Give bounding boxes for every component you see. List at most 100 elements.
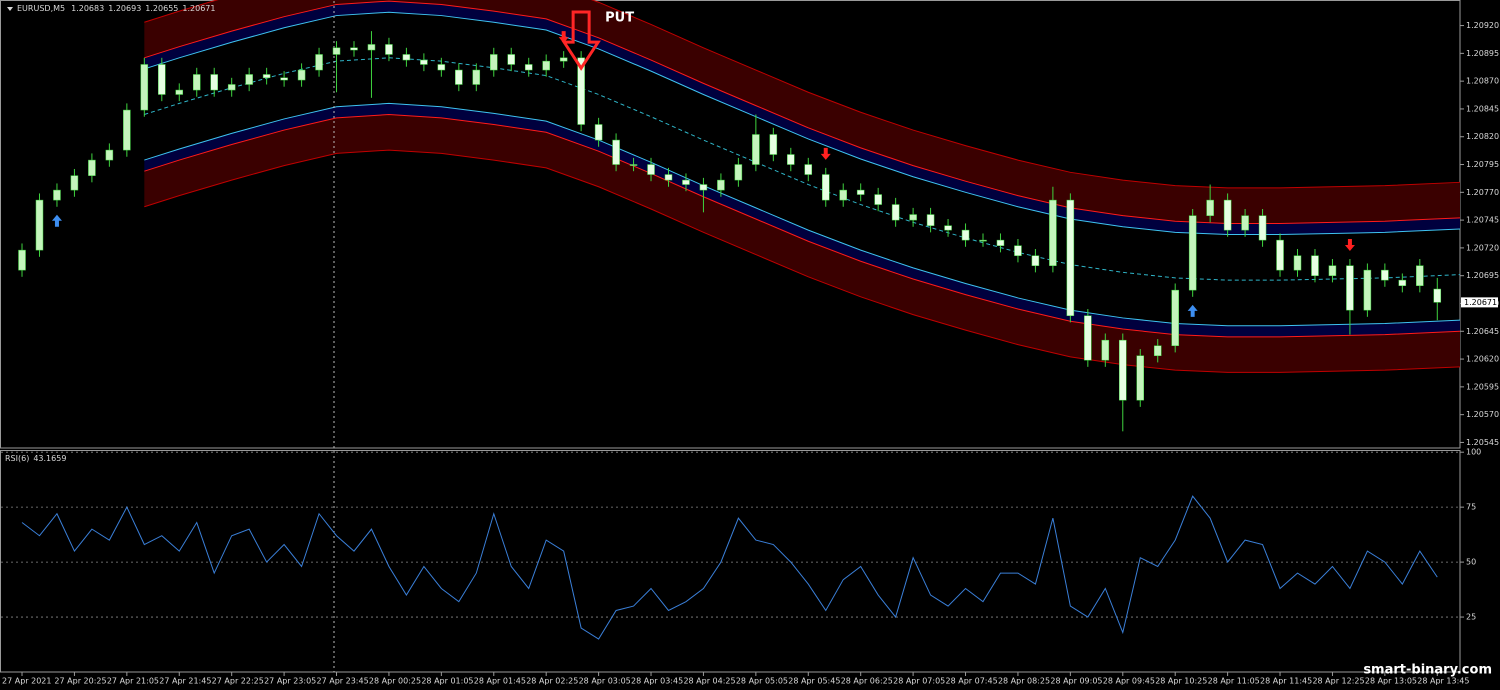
band-fill: [144, 114, 1461, 373]
rsi-header: RSI(6) 43.1659: [5, 454, 66, 463]
band-line: [144, 0, 1461, 189]
candle-body: [297, 69, 306, 81]
x-tick-label: 28 Apr 01:45: [474, 677, 526, 686]
y-tick-label: 1.20570: [1466, 410, 1499, 419]
candle-body: [1241, 215, 1249, 231]
candle-body: [944, 225, 952, 231]
x-tick-label: 28 Apr 05:45: [788, 677, 840, 686]
x-tick-label: 28 Apr 03:05: [579, 677, 631, 686]
x-tick-label: 28 Apr 04:25: [683, 677, 735, 686]
candle-body: [105, 149, 114, 161]
candle-body: [1416, 265, 1424, 286]
candle-body: [210, 74, 218, 91]
sell-arrow: [1344, 239, 1355, 252]
candle-body: [385, 44, 393, 55]
y-tick-label: 1.20620: [1466, 355, 1499, 364]
candle-body: [53, 189, 61, 201]
candle-body: [455, 69, 463, 85]
x-tick-label: 28 Apr 10:25: [1155, 677, 1207, 686]
x-tick-label: 28 Apr 07:45: [946, 677, 998, 686]
candle-body: [821, 174, 830, 201]
x-tick-label: 28 Apr 09:45: [1103, 677, 1155, 686]
candle-body: [996, 239, 1005, 246]
candle-body: [1119, 339, 1127, 401]
y-tick-label: 1.20845: [1466, 104, 1499, 113]
y-tick-label: 1.20770: [1466, 188, 1499, 197]
candle-body: [1363, 269, 1372, 311]
band-fill: [144, 103, 1461, 337]
rsi-current: 43.1659: [33, 454, 66, 463]
sell-arrow: [558, 31, 569, 44]
y-tick-label: 1.20645: [1466, 327, 1499, 336]
candle-body: [734, 164, 743, 181]
candle-body: [612, 139, 620, 165]
x-tick-label: 28 Apr 02:25: [526, 677, 578, 686]
candle-body: [420, 59, 428, 65]
y-tick-label: 1.20745: [1466, 216, 1499, 225]
candle-body: [577, 57, 585, 125]
candle-body: [682, 179, 690, 185]
candle-body: [88, 159, 96, 176]
candle-body: [140, 64, 149, 111]
candle-body: [367, 44, 376, 51]
candle-body: [752, 134, 760, 165]
x-tick-label: 27 Apr 2021: [2, 677, 51, 686]
band-line: [144, 0, 1461, 224]
candle-body: [1328, 265, 1337, 276]
y-tick-label: 50: [1466, 558, 1476, 567]
marks: 1.20920 1.20895 1.20870 1.20845 1.20820 1.207…: [2, 10, 1499, 686]
candle-body: [158, 64, 166, 95]
candle-body: [699, 184, 708, 191]
x-tick-label: 27 Apr 23:05: [264, 677, 316, 686]
candle-body: [979, 239, 987, 242]
x-tick-label: 28 Apr 08:25: [998, 677, 1050, 686]
x-tick-label: 27 Apr 21:05: [107, 677, 159, 686]
candle-body: [1381, 269, 1389, 281]
header-open: 1.20683: [71, 4, 104, 13]
candle-body: [262, 74, 271, 79]
candle-body: [1276, 239, 1284, 271]
candle-body: [717, 179, 725, 191]
price-header: EURUSD,M5 1.20683 1.20693 1.20655 1.20671: [17, 4, 215, 13]
rsi-panel-frame: [0, 450, 1461, 673]
symbol: EURUSD,M5: [17, 4, 65, 13]
y-tick-label: 25: [1466, 613, 1476, 622]
candle-body: [472, 69, 481, 85]
x-tick-label: 28 Apr 00:25: [369, 677, 421, 686]
band-fill: [144, 0, 1460, 224]
candle-body: [769, 134, 778, 155]
candle-body: [402, 54, 411, 61]
candle-body: [664, 174, 673, 181]
x-tick-label: 28 Apr 13:45: [1417, 677, 1469, 686]
candle-body: [804, 164, 813, 175]
buy-arrow: [1187, 304, 1198, 317]
candle-body: [1188, 215, 1197, 291]
candle-body: [1258, 215, 1267, 241]
candle-body: [1136, 355, 1145, 401]
candle-body: [874, 194, 882, 205]
candle-body: [1433, 288, 1442, 303]
band-line: [144, 11, 1461, 236]
header-high: 1.20693: [108, 4, 141, 13]
x-tick-label: 28 Apr 06:25: [841, 677, 893, 686]
current-price: 1.20671: [1464, 298, 1497, 307]
candle-body: [909, 214, 917, 221]
y-tick-label: 1.20820: [1466, 132, 1499, 141]
current-price-box: [1461, 297, 1498, 308]
candle-body: [490, 54, 498, 71]
x-tick-label: 28 Apr 11:45: [1260, 677, 1312, 686]
candle-body: [839, 189, 847, 201]
buy-arrow: [51, 214, 62, 227]
candle-body: [647, 164, 655, 175]
candle-body: [1346, 265, 1354, 311]
y-tick-label: 100: [1466, 448, 1481, 457]
candle-body: [35, 199, 44, 251]
band-fills: [1, 0, 1461, 618]
candle-body: [332, 47, 341, 55]
x-tick-label: 28 Apr 09:05: [1050, 677, 1102, 686]
candle-body: [437, 64, 446, 71]
put-label: PUT: [605, 11, 634, 26]
candle-body: [350, 47, 358, 51]
x-tick-label: 27 Apr 21:45: [159, 677, 211, 686]
